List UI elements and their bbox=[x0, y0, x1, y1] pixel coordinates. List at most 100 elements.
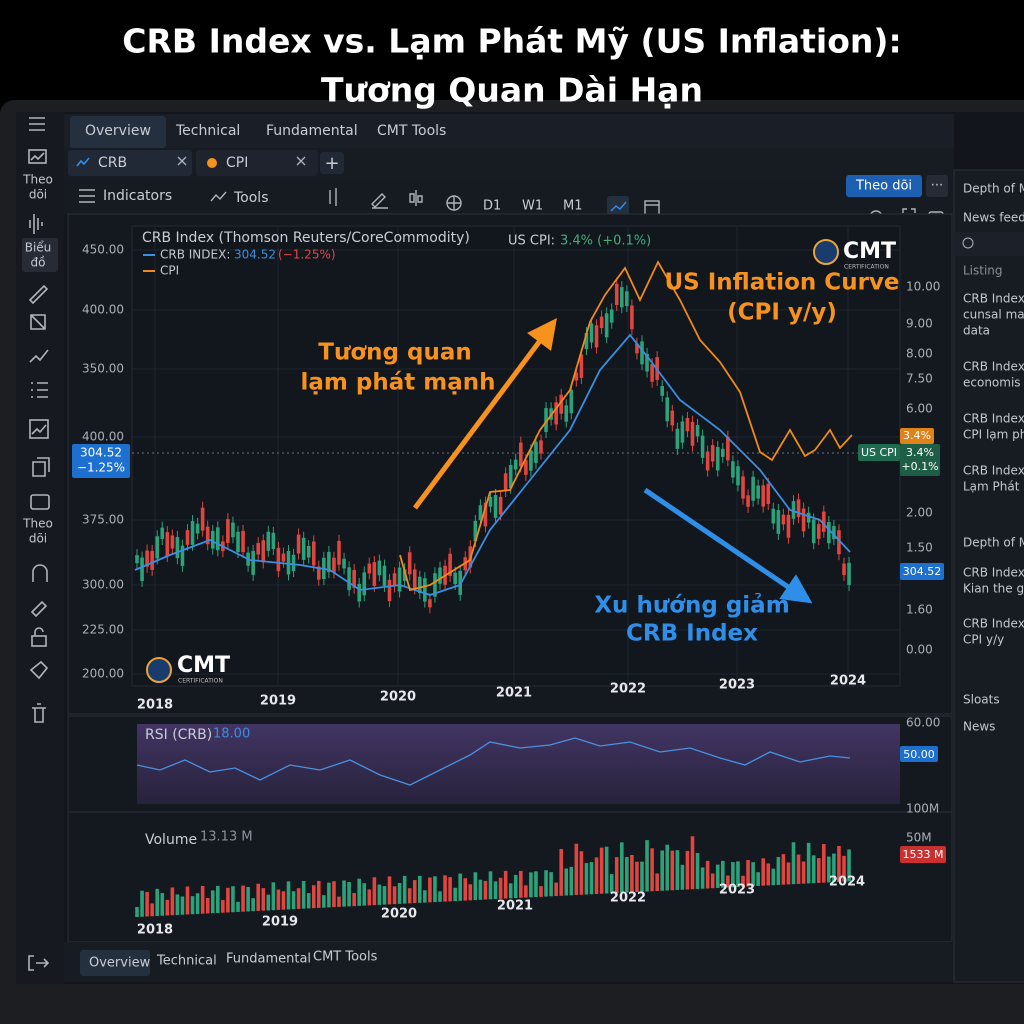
sidebar-label[interactable]: dõi bbox=[29, 532, 47, 546]
volume-bar bbox=[705, 860, 710, 889]
volume-bar bbox=[635, 861, 639, 893]
candle-body bbox=[241, 530, 245, 553]
candle-body bbox=[210, 530, 215, 549]
volume-bar bbox=[438, 891, 442, 902]
news-item[interactable]: CPI lạm pha bbox=[963, 428, 1024, 442]
rsi-line bbox=[136, 737, 851, 786]
symbol-tab[interactable]: CPI bbox=[226, 155, 248, 171]
news-item[interactable]: Kian the gid bbox=[963, 582, 1024, 596]
x-axis-label: 2022 bbox=[610, 891, 646, 906]
candle-body bbox=[387, 579, 392, 602]
news-item[interactable]: CPI y/y bbox=[963, 633, 1004, 647]
volume-bar bbox=[216, 885, 220, 913]
y-axis-label: 450.00 bbox=[82, 243, 124, 257]
candle-body bbox=[710, 445, 715, 462]
sidebar-label[interactable]: Theo bbox=[22, 173, 53, 187]
candle-body bbox=[286, 551, 291, 575]
symbol-tab[interactable]: CRB bbox=[98, 155, 127, 171]
x-axis-label: 2018 bbox=[137, 923, 173, 938]
volume-bar bbox=[276, 889, 281, 910]
news-item[interactable]: economis o bbox=[963, 376, 1024, 390]
candle-body bbox=[145, 550, 149, 567]
close-icons bbox=[177, 156, 306, 166]
volume-bar bbox=[478, 879, 483, 900]
sidebar-label[interactable]: Biểu bbox=[25, 241, 52, 255]
volume-bar bbox=[347, 882, 351, 907]
volume-bar bbox=[761, 858, 765, 886]
volume-bar bbox=[746, 859, 750, 887]
sidebar-label[interactable]: dõi bbox=[29, 188, 47, 202]
volume-bar bbox=[337, 896, 341, 907]
candle-body bbox=[271, 532, 276, 550]
y-axis-label: 300.00 bbox=[82, 578, 124, 592]
news-item[interactable]: CRB Index bbox=[963, 412, 1024, 426]
volume-bar bbox=[367, 889, 372, 906]
candle-body bbox=[392, 573, 397, 587]
nav-tab[interactable]: Overview bbox=[85, 123, 151, 139]
panel-tab[interactable]: News feed bbox=[963, 211, 1024, 225]
nav-tab[interactable]: CMT Tools bbox=[377, 123, 446, 139]
candle-body bbox=[584, 332, 589, 350]
volume-bar bbox=[675, 850, 680, 890]
volume-bar bbox=[665, 844, 670, 891]
volume-bar bbox=[609, 874, 614, 894]
volume-bar bbox=[796, 854, 801, 884]
news-item[interactable]: Lạm Phát M bbox=[963, 480, 1024, 494]
volume-bar bbox=[579, 851, 584, 895]
search-box[interactable] bbox=[954, 232, 1024, 256]
sidebar-label[interactable]: đồ bbox=[31, 256, 46, 270]
volume-bar bbox=[160, 893, 165, 916]
candle-body bbox=[599, 316, 604, 329]
volume-bar bbox=[195, 893, 200, 914]
timeframe[interactable]: D1 bbox=[483, 199, 501, 214]
news-item[interactable]: CRB Index I bbox=[963, 464, 1024, 478]
volume-bar bbox=[155, 888, 159, 916]
volume-bar bbox=[715, 864, 720, 888]
x-axis-label: 2021 bbox=[497, 899, 533, 914]
add-tab[interactable] bbox=[320, 152, 344, 174]
candle-body bbox=[352, 570, 356, 588]
sidebar-icons bbox=[22, 117, 58, 971]
bottom-tab[interactable]: CMT Tools bbox=[313, 950, 378, 965]
more-button[interactable] bbox=[926, 175, 948, 197]
candle-body bbox=[736, 466, 740, 486]
y2-axis-label: 8.00 bbox=[906, 347, 933, 361]
bottom-tab[interactable]: Overview bbox=[89, 956, 151, 971]
bottom-tab[interactable]: Technical bbox=[156, 954, 217, 969]
candle-body bbox=[620, 287, 624, 308]
sidebar-label[interactable]: Theo bbox=[22, 517, 53, 531]
candle-body bbox=[407, 552, 412, 575]
candle-body bbox=[791, 501, 796, 519]
news-item[interactable]: CRB Index U bbox=[963, 617, 1024, 631]
follow-button[interactable] bbox=[846, 175, 922, 197]
nav-tab[interactable]: Technical bbox=[175, 123, 240, 139]
follow-button-label[interactable]: Theo dõi bbox=[855, 179, 912, 194]
news-item[interactable]: cunsal mar bbox=[963, 308, 1024, 322]
candle-body bbox=[660, 386, 664, 396]
candle-body bbox=[685, 418, 690, 432]
volume-bar bbox=[433, 876, 437, 903]
volume-bar bbox=[736, 861, 740, 887]
news-item[interactable]: CRB Index bbox=[963, 566, 1024, 580]
candle-body bbox=[721, 448, 725, 457]
panel-heading: Listing bbox=[963, 264, 1003, 278]
candle-body bbox=[327, 551, 331, 573]
volume-bar bbox=[811, 855, 816, 884]
candle-body bbox=[291, 554, 296, 572]
candle-body bbox=[301, 537, 306, 560]
x-axis-label: 2024 bbox=[829, 875, 865, 890]
news-item[interactable]: data bbox=[963, 324, 990, 338]
bottom-tab[interactable]: Fundamental bbox=[226, 952, 311, 967]
indicators-menu[interactable]: Indicators bbox=[103, 188, 172, 204]
volume-value: 13.13 M bbox=[200, 830, 253, 845]
candle-body bbox=[423, 578, 427, 602]
timeframe[interactable]: M1 bbox=[563, 199, 583, 214]
nav-tab[interactable]: Fundamental bbox=[266, 123, 358, 139]
timeframe[interactable]: W1 bbox=[522, 199, 543, 214]
volume-bar bbox=[731, 862, 735, 888]
candle-body bbox=[715, 447, 720, 471]
news-item[interactable]: CRB Index bbox=[963, 360, 1024, 374]
tools-menu[interactable]: Tools bbox=[233, 190, 269, 206]
news-item[interactable]: CRB Index a bbox=[963, 292, 1024, 306]
candle-body bbox=[827, 521, 831, 544]
